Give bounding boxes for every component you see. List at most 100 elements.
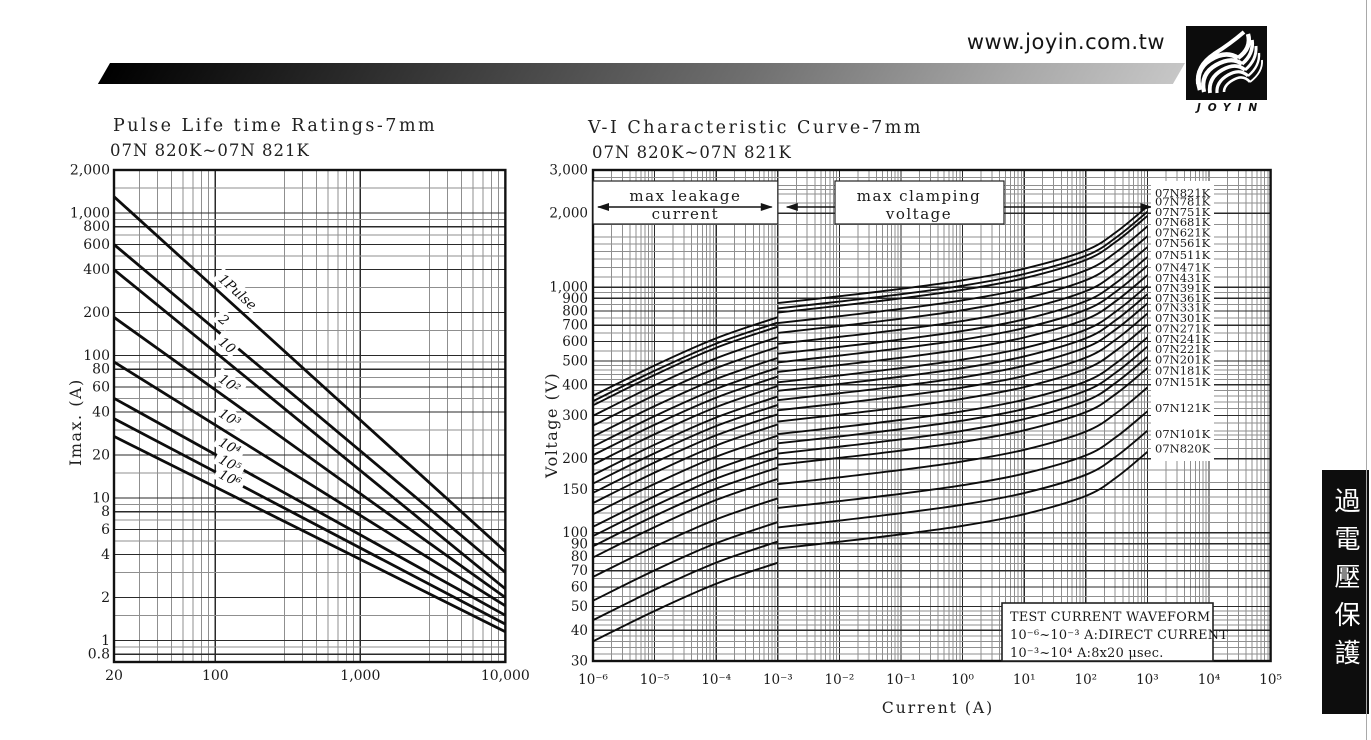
left-x-tick-label: 100 [202, 668, 229, 684]
curve-07N241K [592, 336, 1149, 528]
right-y-tick-label: 200 [562, 451, 588, 467]
model-label-column [1151, 181, 1214, 461]
left-y-tick-label: 2 [101, 590, 110, 606]
left-y-tick-label: 400 [83, 262, 110, 278]
page-edge-line [1366, 0, 1367, 740]
curve-07N201K [592, 356, 1149, 548]
curve-label-mask [212, 448, 248, 478]
left-y-tick-label: 2,000 [70, 163, 110, 179]
left-x-tick-label: 1,000 [340, 668, 380, 684]
right-x-tick-label: 10⁻³ [763, 672, 793, 688]
curve-1Pulse [113, 195, 507, 553]
logo-swirl-icon [1195, 30, 1263, 94]
max-clamping-box [834, 180, 1005, 225]
arrowhead-icon [760, 203, 773, 211]
max-leakage-text: current [652, 205, 719, 223]
model-label-07N301K: 07N301K [1155, 311, 1211, 325]
right-x-tick-label: 10⁻² [825, 672, 855, 688]
curve-07N471K [592, 265, 1149, 457]
left-y-axis-label: Imax. (A) [66, 378, 85, 466]
arrowhead-icon [785, 203, 798, 211]
right-y-tick-label: 40 [571, 623, 588, 639]
header-divider-bar [97, 63, 1186, 84]
left-y-tick-label: 200 [83, 305, 110, 321]
curve-label-group: 10³ [212, 402, 248, 433]
curve-label: 2 [214, 311, 232, 329]
right-y-tick-label: 60 [571, 580, 588, 596]
test-waveform-text: 10⁻³~10⁴ A:8x20 μsec. [1010, 646, 1164, 661]
joyin-logo [1186, 26, 1267, 100]
right-chart-title: V-I Characteristic Curve-7mm [588, 118, 923, 138]
curve-07N181K [592, 367, 1149, 559]
left-y-tick-label: 60 [92, 380, 110, 396]
left-y-tick-label: 800 [83, 219, 110, 235]
left-y-tick-label: 0.8 [88, 647, 110, 663]
model-label-07N391K: 07N391K [1155, 281, 1211, 295]
curve-07N101K [592, 430, 1149, 622]
left-y-tick-label: 1 [101, 633, 110, 649]
curve-10⁵ [113, 417, 507, 626]
model-label-07N751K: 07N751K [1155, 205, 1211, 219]
right-y-tick-label: 30 [571, 654, 588, 670]
left-y-tick-label: 100 [83, 348, 110, 364]
left-y-tick-label: 40 [92, 405, 110, 421]
curve-07N820K [592, 451, 1149, 643]
category-tab-text: 過電壓保護 [1330, 487, 1360, 677]
left-plot-border [112, 168, 507, 664]
curve-label-mask [212, 267, 263, 315]
right-y-tick-label: 90 [571, 536, 588, 552]
left-y-tick-label: 20 [92, 448, 110, 464]
curve-07N121K [592, 410, 1149, 602]
left-y-tick-label: 4 [101, 547, 110, 563]
curve-10 [113, 268, 507, 590]
model-label-07N271K: 07N271K [1155, 322, 1211, 336]
category-tab-overvoltage-protection: 過電壓保護 [1322, 470, 1369, 714]
curve-label-mask [212, 431, 248, 461]
max-leakage-text: max leakage [629, 187, 741, 205]
model-label-07N471K: 07N471K [1155, 261, 1211, 275]
curve-10³ [113, 360, 507, 607]
curve-label-mask [212, 402, 248, 433]
model-label-07N361K: 07N361K [1155, 291, 1211, 305]
curve-07N431K [592, 274, 1149, 466]
curve-07N511K [592, 256, 1149, 448]
model-label-07N681K: 07N681K [1155, 215, 1211, 229]
left-chart-title: Pulse Life time Ratings-7mm [113, 116, 438, 136]
model-label-07N431K: 07N431K [1155, 271, 1211, 285]
curve-label-mask [212, 330, 241, 359]
curve-07N271K [592, 324, 1149, 516]
right-y-tick-label: 150 [562, 482, 588, 498]
model-label-07N561K: 07N561K [1155, 236, 1211, 250]
left-y-tick-label: 6 [101, 522, 110, 538]
right-x-tick-label: 10⁵ [1259, 672, 1282, 688]
right-y-tick-label: 500 [562, 354, 588, 370]
right-x-tick-label: 10⁴ [1198, 672, 1221, 688]
model-label-07N241K: 07N241K [1155, 332, 1211, 346]
right-x-tick-label: 10⁰ [951, 672, 974, 688]
left-y-tick-label: 8 [101, 504, 110, 520]
logo-wordmark: JOYIN [1196, 102, 1265, 114]
curve-10⁴ [113, 397, 507, 617]
right-x-axis-label: Current (A) [881, 699, 995, 717]
right-y-tick-label: 1,000 [549, 280, 588, 296]
curve-07N151K [592, 386, 1149, 578]
left-chart-subtitle: 07N 820K~07N 821K [110, 141, 310, 160]
curve-label-mask [212, 463, 248, 492]
right-x-tick-label: 10¹ [1013, 672, 1036, 688]
right-y-tick-label: 400 [562, 377, 588, 393]
right-x-tick-label: 10² [1075, 672, 1098, 688]
model-label-07N781K: 07N781K [1155, 195, 1211, 209]
max-clamping-text: voltage [885, 205, 952, 223]
curve-07N621K [592, 235, 1149, 427]
model-label-07N101K: 07N101K [1155, 427, 1211, 441]
left-y-tick-label: 600 [83, 237, 110, 253]
test-waveform-text: 10⁻⁶~10⁻³ A:DIRECT CURRENT [1010, 628, 1228, 643]
right-x-tick-label: 10⁻⁶ [578, 672, 608, 688]
model-label-07N820K: 07N820K [1155, 442, 1211, 456]
curve-07N301K [592, 312, 1149, 504]
curve-07N751K [592, 215, 1149, 407]
curve-07N561K [592, 246, 1149, 438]
model-label-07N181K: 07N181K [1155, 363, 1211, 377]
left-y-tick-label: 80 [92, 362, 110, 378]
